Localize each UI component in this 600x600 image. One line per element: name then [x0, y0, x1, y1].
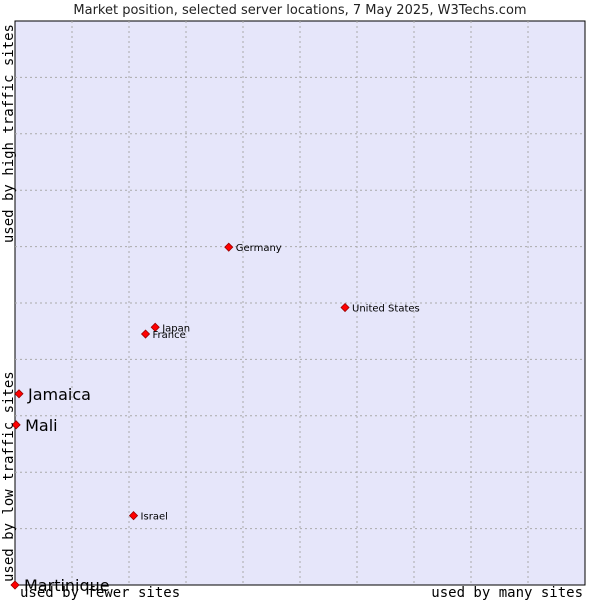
point-marker — [11, 420, 21, 430]
point-marker — [10, 580, 20, 590]
point-marker — [224, 242, 234, 252]
point-label: United States — [352, 304, 420, 315]
y-axis-label-bottom: used by low traffic sites — [1, 371, 17, 582]
chart-title: Market position, selected server locatio… — [73, 3, 526, 18]
y-axis-label-top: used by high traffic sites — [1, 24, 17, 243]
point-label: Mali — [25, 416, 58, 435]
data-point-israel: Israel — [128, 511, 168, 523]
point-marker — [340, 302, 350, 313]
grid — [15, 21, 585, 585]
data-point-martinique: Martinique — [10, 576, 110, 595]
point-marker — [140, 329, 151, 339]
point-label: Martinique — [24, 576, 110, 595]
point-marker — [150, 322, 160, 332]
point-marker — [128, 511, 139, 521]
point-label: Japan — [161, 323, 190, 334]
x-axis-label-right: used by many sites — [431, 585, 583, 600]
point-label: Israel — [141, 512, 168, 523]
data-point-germany: Germany — [224, 242, 282, 254]
data-point-united-states: United States — [340, 302, 420, 315]
x-axis-label-left: used by fewer sites — [20, 585, 180, 600]
point-marker — [14, 389, 24, 399]
point-label: France — [153, 330, 186, 341]
point-label: Germany — [236, 243, 282, 254]
data-point-jamaica: Jamaica — [14, 385, 91, 404]
data-point-japan: Japan — [150, 322, 190, 334]
data-point-france: France — [140, 329, 186, 341]
data-point-mali: Mali — [11, 416, 58, 435]
point-label: Jamaica — [27, 385, 91, 404]
